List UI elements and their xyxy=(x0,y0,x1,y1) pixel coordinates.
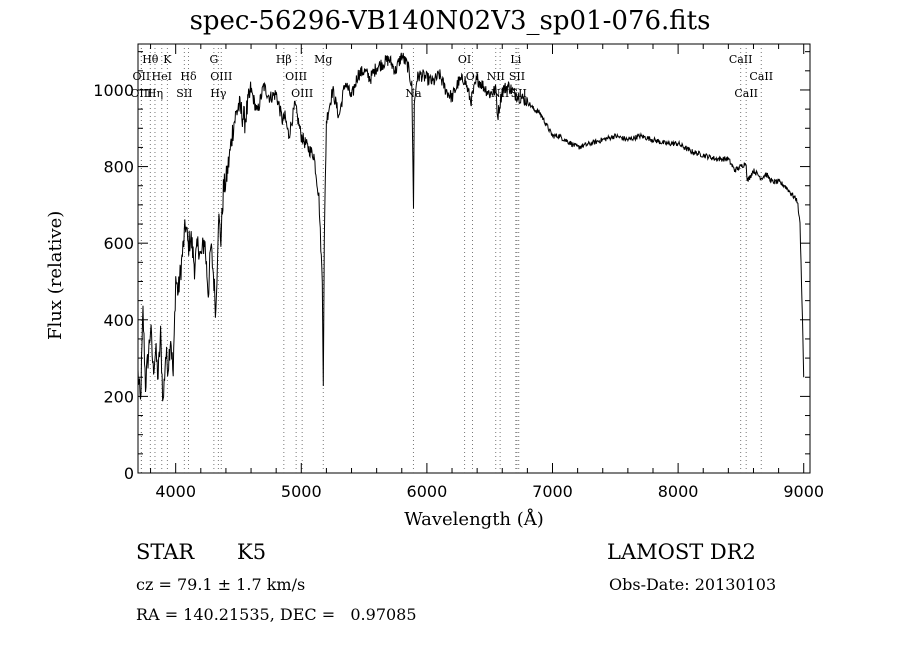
line-label: OIII xyxy=(285,70,307,83)
plot-frame xyxy=(137,43,811,474)
line-label: CaII xyxy=(734,87,758,100)
x-tick-label: 7000 xyxy=(532,482,573,501)
object-class: STAR xyxy=(136,540,195,564)
line-label: Li xyxy=(510,53,521,66)
x-tick-label: 4000 xyxy=(155,482,196,501)
line-label: K xyxy=(163,53,172,66)
line-label: Hη xyxy=(147,87,163,100)
line-label: CaII xyxy=(729,53,753,66)
spectrum-line xyxy=(137,52,805,402)
observation-date: Obs-Date: 20130103 xyxy=(609,575,777,594)
x-tick-label: 8000 xyxy=(658,482,699,501)
line-label: Hδ xyxy=(180,70,197,83)
line-label: SII xyxy=(176,87,192,100)
survey-name: LAMOST DR2 xyxy=(607,540,756,564)
line-label: Mg xyxy=(314,53,332,66)
object-subclass: K5 xyxy=(237,540,267,564)
line-label: OIII xyxy=(291,87,313,100)
x-tick-label: 5000 xyxy=(281,482,322,501)
line-label: OI xyxy=(458,53,471,66)
y-tick-label: 600 xyxy=(103,234,134,253)
y-tick-label: 800 xyxy=(103,158,134,177)
line-label: OIII xyxy=(210,70,232,83)
line-label: Hγ xyxy=(210,87,227,100)
y-tick-label: 200 xyxy=(103,387,134,406)
y-axis-label: Flux (relative) xyxy=(45,210,66,340)
chart-title: spec-56296-VB140N02V3_sp01-076.fits xyxy=(189,6,711,36)
line-label: Na xyxy=(405,87,422,100)
x-axis-label: Wavelength (Å) xyxy=(404,509,544,530)
y-tick-label: 1000 xyxy=(93,81,134,100)
ra-dec: RA = 140.21535, DEC = 0.97085 xyxy=(136,605,417,624)
line-label: NII xyxy=(487,70,505,83)
redshift-cz: cz = 79.1 ± 1.7 km/s xyxy=(136,575,306,594)
line-label: G xyxy=(209,53,218,66)
line-label: Hθ xyxy=(142,53,159,66)
line-label: CaII xyxy=(749,70,773,83)
line-label: Hβ xyxy=(276,53,292,66)
line-label: OII xyxy=(133,70,151,83)
x-tick-label: 6000 xyxy=(407,482,448,501)
y-tick-label: 400 xyxy=(103,311,134,330)
x-tick-label: 9000 xyxy=(783,482,824,501)
line-label: HeI xyxy=(152,70,172,83)
y-tick-label: 0 xyxy=(124,464,134,483)
line-label: SII xyxy=(509,70,525,83)
